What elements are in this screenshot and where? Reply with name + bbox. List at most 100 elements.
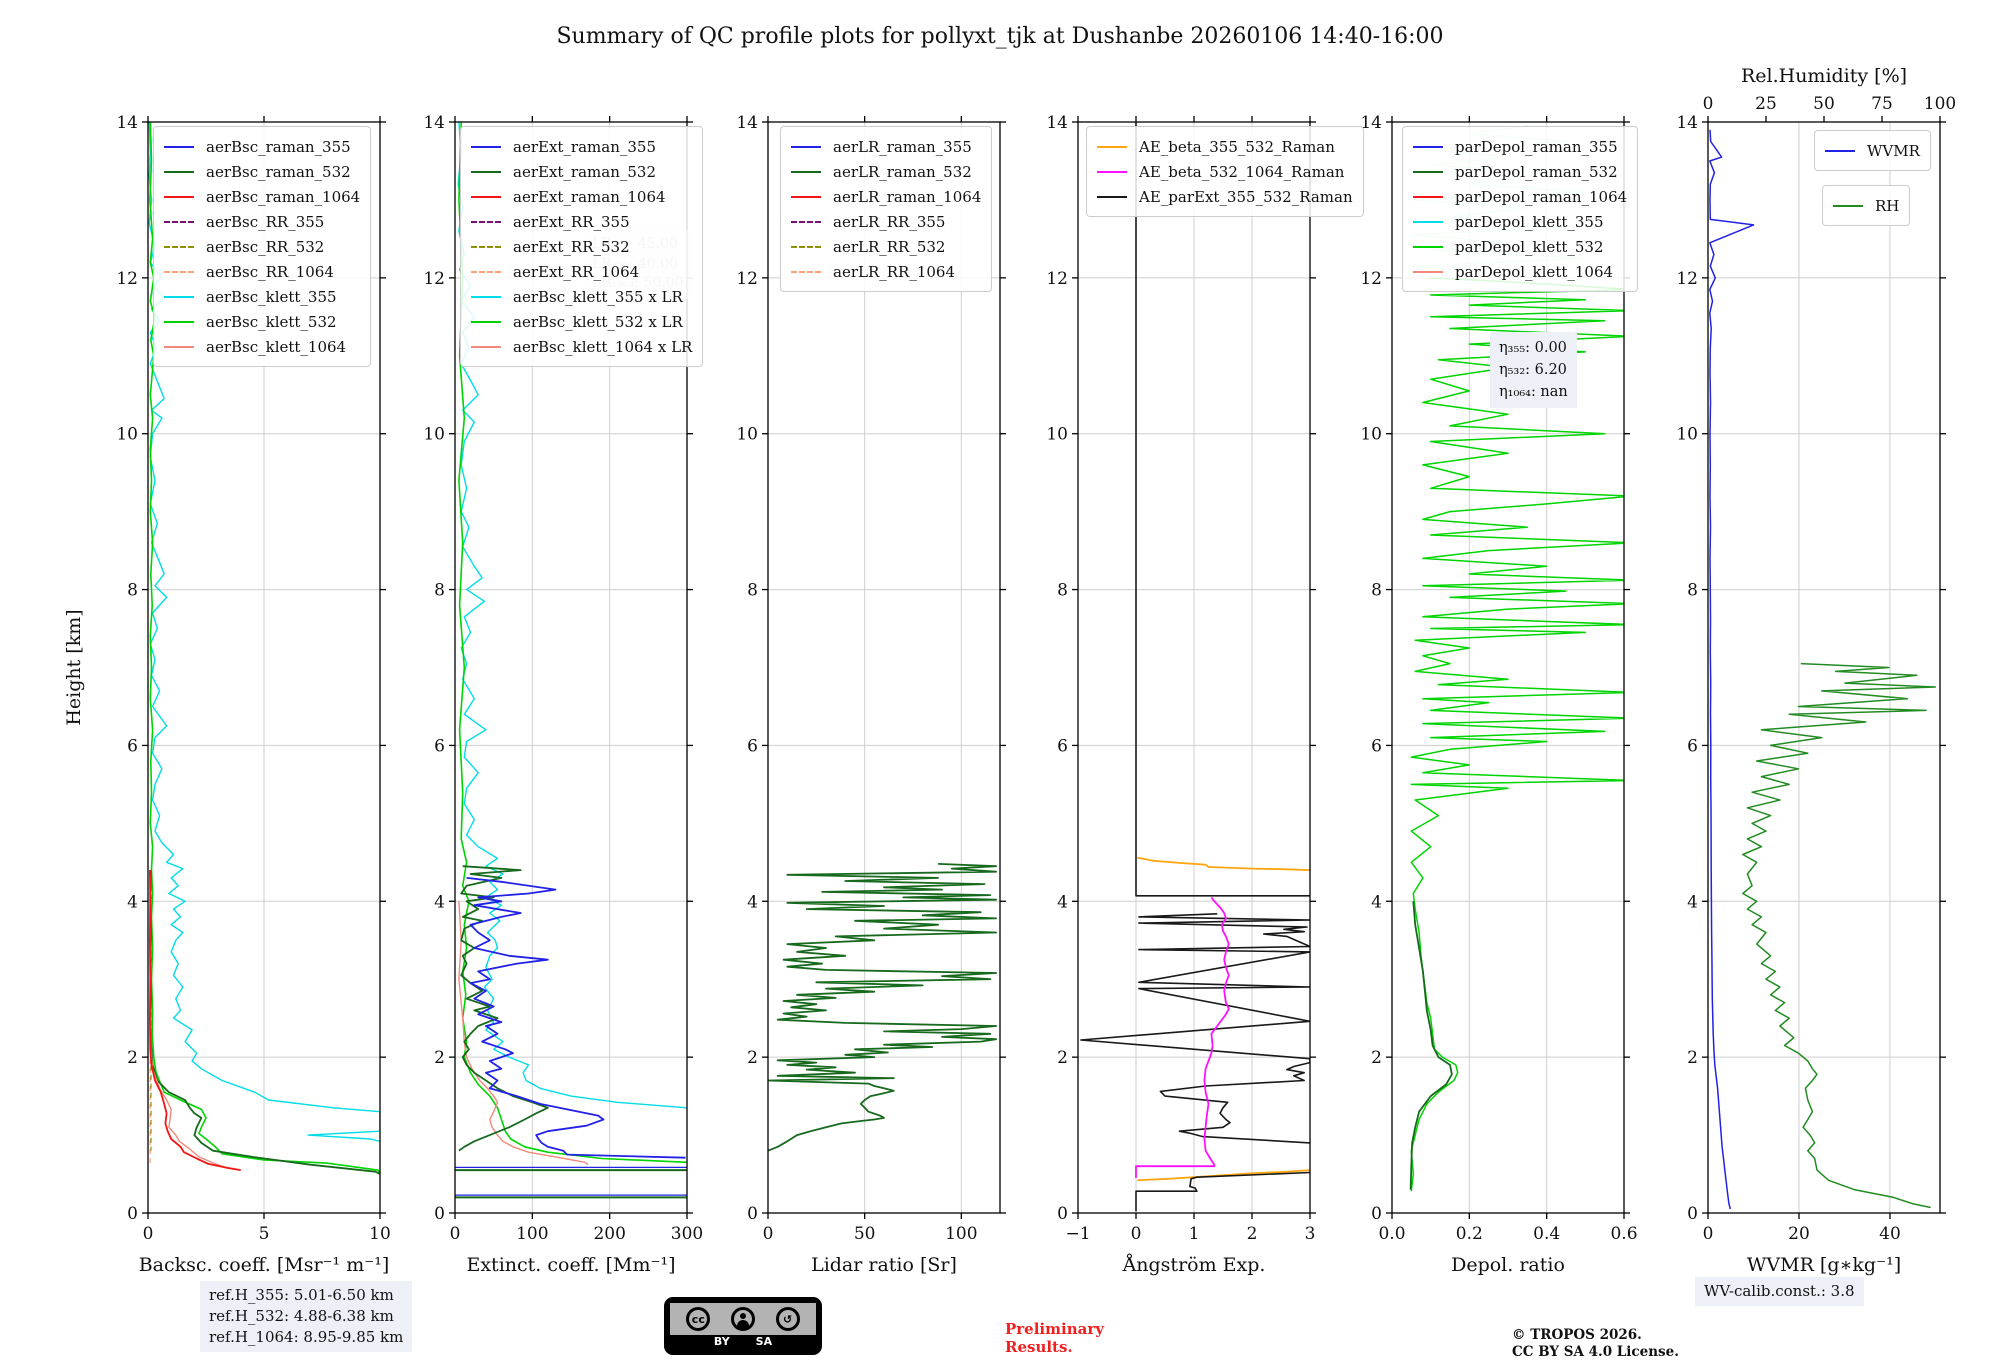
y-tick-label: 6 xyxy=(747,736,758,756)
legend-line-sample xyxy=(471,295,501,298)
legend-item-aerbsc-raman-355: aerBsc_raman_355 xyxy=(164,134,360,159)
y-tick-label: 0 xyxy=(127,1204,138,1224)
panel-spine-lidar-ratio xyxy=(767,121,1001,1214)
legend-line-sample xyxy=(1413,170,1443,173)
legend-item-aerext-raman-532: aerExt_raman_532 xyxy=(471,159,692,184)
legend-line-sample xyxy=(791,245,821,248)
eta-355-value: η₃₅₅: 0.00 xyxy=(1499,340,1567,356)
legend-item-aerbsc-raman-1064: aerBsc_raman_1064 xyxy=(164,184,360,209)
y-tick-label: 8 xyxy=(434,581,445,601)
legend-item-aerbsc-klett-355: aerBsc_klett_355 xyxy=(164,284,360,309)
legend-label: aerBsc_klett_532 x LR xyxy=(513,312,683,331)
legend-item-aerlr-rr-532: aerLR_RR_532 xyxy=(791,234,981,259)
legend-item-ae-beta-355-532-raman: AE_beta_355_532_Raman xyxy=(1097,134,1353,159)
legend-line-sample xyxy=(1413,245,1443,248)
legend-line-sample xyxy=(164,195,194,198)
top-axis-tick-label: 25 xyxy=(1755,94,1777,114)
legend-line-sample xyxy=(164,170,194,173)
legend-label: RH xyxy=(1875,196,1900,215)
y-tick-label: 8 xyxy=(127,581,138,601)
legend-item-pardepol-raman-1064: parDepol_raman_1064 xyxy=(1413,184,1627,209)
legend-label: aerLR_RR_1064 xyxy=(833,262,956,281)
copyright-line-1: © TROPOS 2026. xyxy=(1512,1327,1642,1343)
series-aerext-raman-532 xyxy=(458,865,549,1152)
top-axis-tick-label: 75 xyxy=(1871,94,1893,114)
x-axis-label-wvmr: WVMR [g∗kg⁻¹] xyxy=(1747,1254,1901,1276)
x-tick-label: 0.6 xyxy=(1610,1224,1637,1244)
legend-item-pardepol-klett-355: parDepol_klett_355 xyxy=(1413,209,1627,234)
reference-height-box: ref.H_355: 5.01-6.50 km ref.H_532: 4.88-… xyxy=(200,1281,413,1352)
y-tick-label: 14 xyxy=(1360,113,1382,133)
legend-item-aerbsc-rr-532: aerBsc_RR_532 xyxy=(164,234,360,259)
legend-line-sample xyxy=(1833,204,1863,207)
y-tick-label: 8 xyxy=(1687,581,1698,601)
top-axis-label: Rel.Humidity [%] xyxy=(1741,65,1907,87)
legend-depol: parDepol_raman_355 parDepol_raman_532 parD… xyxy=(1402,126,1639,292)
y-tick-label: 6 xyxy=(127,736,138,756)
y-tick-label: 12 xyxy=(1360,269,1382,289)
legend-line-sample xyxy=(164,345,194,348)
series-pardepol-raman-532 xyxy=(1409,901,1453,1190)
legend-line-sample xyxy=(1825,149,1855,152)
legend-item-aerbsc-klett-1064-x-lr: aerBsc_klett_1064 x LR xyxy=(471,334,692,359)
x-tick-label: 5 xyxy=(259,1224,270,1244)
x-tick-label: 0.2 xyxy=(1456,1224,1483,1244)
x-tick-label: 40 xyxy=(1879,1224,1901,1244)
legend-label: WVMR xyxy=(1867,141,1920,160)
y-tick-label: 14 xyxy=(1046,113,1068,133)
legend-item-aerlr-rr-1064: aerLR_RR_1064 xyxy=(791,259,981,284)
legend-item-aerext-rr-1064: aerExt_RR_1064 xyxy=(471,259,692,284)
series-rh xyxy=(1742,662,1937,1209)
legend-label: parDepol_raman_532 xyxy=(1455,162,1618,181)
series-ae-beta-355-532-raman-upper xyxy=(1137,856,1310,871)
x-tick-label: −1 xyxy=(1065,1224,1090,1244)
y-tick-label: 6 xyxy=(1687,736,1698,756)
series-ae-parext-355-532-raman-top xyxy=(1135,122,1310,897)
series-aerbsc-klett-1064-x-lr xyxy=(458,901,589,1166)
ref-h-355: ref.H_355: 5.01-6.50 km xyxy=(209,1286,394,1304)
y-tick-label: 12 xyxy=(1046,269,1068,289)
legend-item-aerbsc-klett-355-x-lr: aerBsc_klett_355 x LR xyxy=(471,284,692,309)
series-aerbsc-raman-532 xyxy=(149,870,380,1175)
series-ae-beta-532-1064-raman xyxy=(1135,896,1230,1178)
legend-line-sample xyxy=(471,320,501,323)
legend-label: aerLR_raman_355 xyxy=(833,137,972,156)
copyright-line-2: CC BY SA 4.0 License. xyxy=(1512,1344,1679,1360)
legend-line-sample xyxy=(1097,170,1127,173)
legend-label: aerBsc_RR_532 xyxy=(206,237,325,256)
legend-item-rh: RH xyxy=(1833,193,1899,218)
x-axis-label-angstrom: Ångström Exp. xyxy=(1122,1254,1266,1276)
legend-label: aerBsc_raman_355 xyxy=(206,137,351,156)
y-tick-label: 14 xyxy=(423,113,445,133)
y-tick-label: 2 xyxy=(434,1048,445,1068)
legend-label: parDepol_klett_532 xyxy=(1455,237,1604,256)
wv-calibration-box: WV-calib.const.: 3.8 xyxy=(1695,1277,1864,1306)
preliminary-results-note: Preliminary Results. xyxy=(1005,1320,1104,1356)
y-tick-label: 2 xyxy=(1371,1048,1382,1068)
x-tick-label: 0 xyxy=(1131,1224,1142,1244)
legend-item-pardepol-raman-355: parDepol_raman_355 xyxy=(1413,134,1627,159)
legend-item-aerext-raman-1064: aerExt_raman_1064 xyxy=(471,184,692,209)
legend-lidar-ratio: aerLR_raman_355 aerLR_raman_532 aerLR_rama… xyxy=(780,126,993,292)
ref-h-1064: ref.H_1064: 8.95-9.85 km xyxy=(209,1328,404,1346)
x-tick-label: 0.0 xyxy=(1378,1224,1405,1244)
legend-label: AE_beta_355_532_Raman xyxy=(1139,137,1335,156)
y-tick-label: 14 xyxy=(736,113,758,133)
legend-line-sample xyxy=(164,295,194,298)
y-tick-label: 0 xyxy=(1057,1204,1068,1224)
legend-line-sample xyxy=(1097,145,1127,148)
y-tick-label: 4 xyxy=(747,892,758,912)
legend-label: aerBsc_klett_355 xyxy=(206,287,337,306)
x-tick-label: 0 xyxy=(450,1224,461,1244)
legend-angstrom: AE_beta_355_532_Raman AE_beta_532_1064_Ra… xyxy=(1086,126,1364,217)
series-aerbsc-klett-532 xyxy=(149,122,380,1174)
legend-line-sample xyxy=(471,195,501,198)
y-tick-label: 8 xyxy=(1057,581,1068,601)
legend-label: parDepol_raman_355 xyxy=(1455,137,1618,156)
page-title: Summary of QC profile plots for pollyxt_… xyxy=(556,24,1444,49)
legend-label: aerBsc_klett_355 x LR xyxy=(513,287,683,306)
legend-label: aerBsc_klett_1064 x LR xyxy=(513,337,693,356)
legend-item-aerbsc-klett-1064: aerBsc_klett_1064 xyxy=(164,334,360,359)
legend-item-aerbsc-rr-355: aerBsc_RR_355 xyxy=(164,209,360,234)
